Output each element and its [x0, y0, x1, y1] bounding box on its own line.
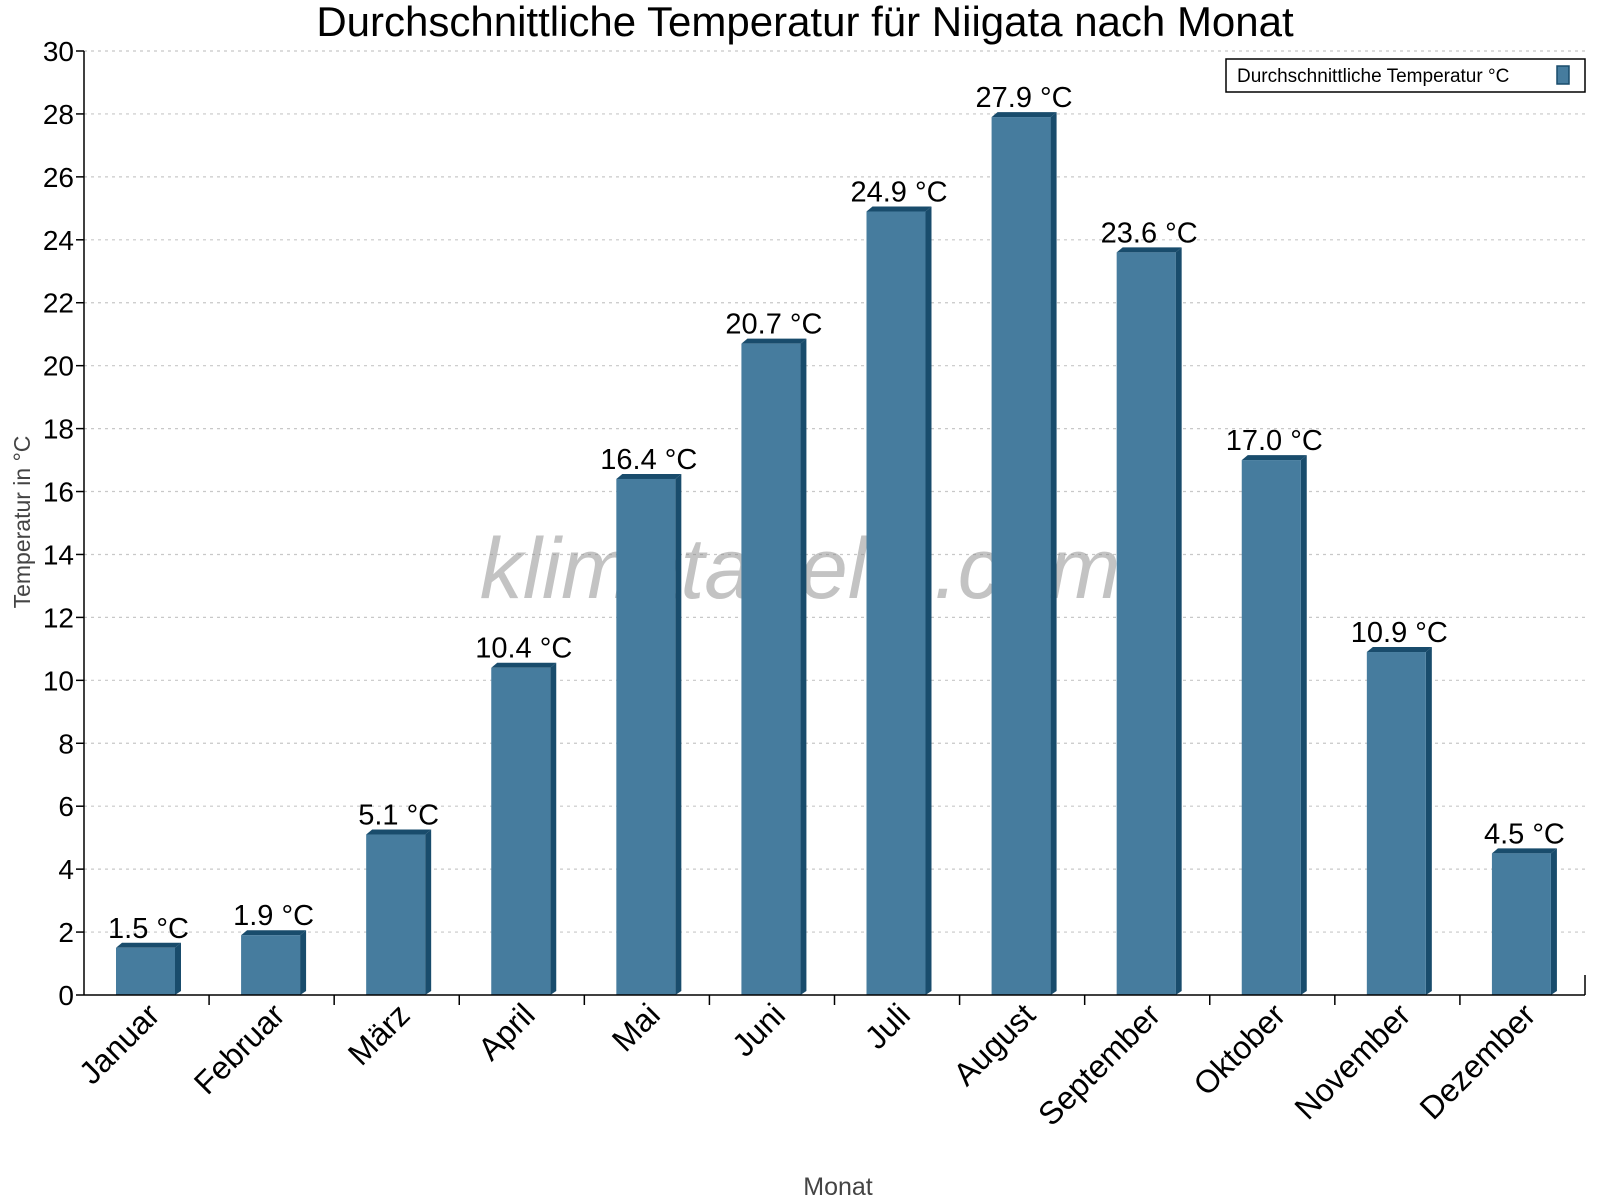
bar-top [1366, 647, 1432, 653]
x-tick-label: Januar [72, 996, 167, 1091]
y-tick-label: 28 [43, 99, 74, 130]
bar-face [491, 667, 551, 995]
data-label: 10.4 °C [475, 633, 572, 665]
bar-face [116, 947, 175, 995]
bar-face [991, 117, 1051, 995]
x-tick-label: Juli [858, 996, 917, 1055]
bar-juli: 24.9 °C [850, 176, 948, 996]
x-tick-label: Februar [187, 996, 292, 1101]
bar-side [1300, 455, 1307, 996]
y-tick-label: 4 [58, 854, 74, 885]
x-tick-label: Mai [605, 996, 667, 1058]
bar-side [1050, 112, 1057, 995]
bar-face [1116, 252, 1176, 996]
bar-side [675, 473, 682, 995]
y-tick-label: 24 [43, 225, 74, 256]
bar-side [550, 662, 557, 995]
y-tick-label: 30 [43, 36, 74, 67]
data-label: 10.9 °C [1351, 617, 1448, 649]
y-tick-label: 8 [58, 728, 74, 759]
x-tick-label: März [341, 996, 417, 1072]
bar-top [616, 473, 682, 479]
bar-side [1175, 247, 1182, 996]
bar-top [1491, 848, 1557, 854]
bar-oktober: 17.0 °C [1226, 425, 1323, 996]
y-tick-label: 18 [43, 414, 74, 445]
y-tick-label: 10 [43, 665, 74, 696]
bar-top [866, 206, 932, 212]
y-tick-label: 12 [43, 602, 74, 633]
bar-märz: 5.1 °C [358, 800, 439, 995]
bar-top [741, 338, 807, 344]
bar-side [1550, 848, 1557, 995]
bar-face [1241, 460, 1301, 996]
data-label: 27.9 °C [976, 82, 1073, 114]
bar-face [866, 211, 926, 996]
bar-face [1366, 652, 1426, 995]
legend-swatch [1556, 65, 1570, 85]
bar-side [300, 930, 307, 995]
bar-juni: 20.7 °C [725, 309, 822, 995]
bar-mai: 16.4 °C [600, 444, 697, 995]
bar-side [425, 829, 432, 995]
data-label: 5.1 °C [358, 800, 439, 832]
bar-dezember: 4.5 °C [1484, 818, 1565, 995]
bar-februar: 1.9 °C [233, 900, 314, 995]
x-tick-label: Dezember [1413, 996, 1543, 1126]
bar-side [1425, 647, 1432, 995]
data-label: 24.9 °C [850, 176, 947, 208]
bar-september: 23.6 °C [1101, 217, 1198, 996]
x-tick-label: November [1288, 996, 1418, 1126]
y-tick-label: 14 [43, 539, 74, 570]
y-tick-label: 16 [43, 477, 74, 508]
y-tick-label: 2 [58, 917, 74, 948]
bar-top [241, 930, 307, 936]
x-tick-label: August [946, 996, 1042, 1092]
data-label: 1.9 °C [233, 900, 314, 932]
y-tick-label: 6 [58, 791, 74, 822]
bar-top [991, 112, 1057, 118]
x-axis-label: Monat [803, 1173, 873, 1200]
bar-side [800, 338, 807, 995]
x-tick-label: September [1031, 996, 1167, 1132]
data-label: 4.5 °C [1484, 818, 1565, 850]
x-tick-label: Juni [725, 996, 792, 1063]
y-tick-label: 20 [43, 351, 74, 382]
bar-januar: 1.5 °C [108, 913, 189, 995]
x-tick-label: April [471, 996, 542, 1067]
bar-face [1491, 853, 1551, 995]
bar-top [116, 942, 181, 948]
bar-face [241, 935, 301, 995]
chart-title: Durchschnittliche Temperatur für Niigata… [316, 0, 1294, 45]
y-tick-label: 0 [58, 980, 74, 1011]
data-label: 17.0 °C [1226, 425, 1323, 457]
y-tick-label: 22 [43, 288, 74, 319]
bar-face [616, 478, 676, 995]
bar-side [925, 206, 932, 996]
x-tick-label: Oktober [1186, 996, 1292, 1102]
data-label: 16.4 °C [600, 444, 697, 476]
bar-face [366, 834, 426, 995]
bar-top [1241, 455, 1307, 461]
legend-label: Durchschnittliche Temperatur °C [1237, 66, 1509, 87]
data-label: 20.7 °C [725, 309, 822, 341]
bar-august: 27.9 °C [976, 82, 1073, 995]
legend: Durchschnittliche Temperatur °C [1225, 58, 1586, 93]
bar-november: 10.9 °C [1351, 617, 1448, 995]
bar-top [366, 829, 432, 835]
bar-side [175, 942, 181, 995]
bar-april: 10.4 °C [475, 633, 572, 995]
bar-top [1116, 247, 1182, 253]
bar-top [491, 662, 557, 668]
y-axis-label: Temperatur in °C [9, 436, 35, 609]
y-tick-label: 26 [43, 162, 74, 193]
bar-face [741, 343, 801, 995]
data-label: 23.6 °C [1101, 217, 1198, 249]
data-label: 1.5 °C [108, 913, 189, 945]
